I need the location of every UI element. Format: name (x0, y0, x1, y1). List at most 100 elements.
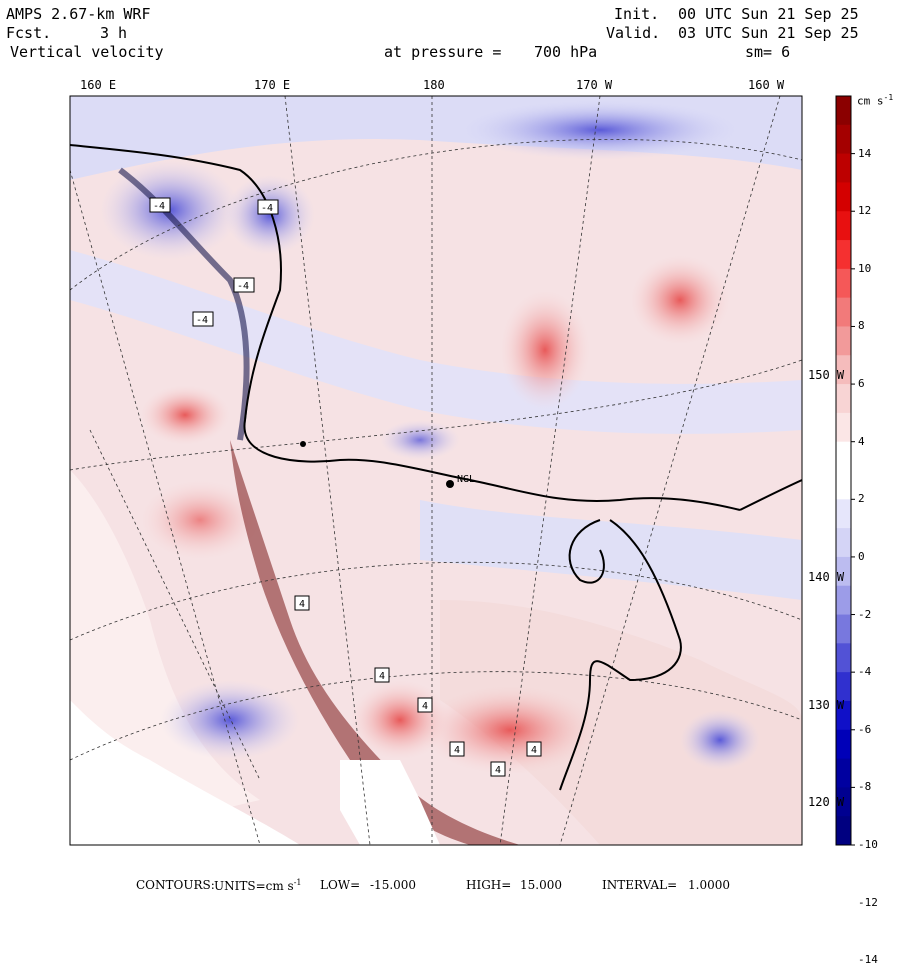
colorbar-swatch (836, 787, 851, 817)
lat-label-130w: 130 W (808, 698, 845, 712)
footer-interval-value: 1.0000 (688, 878, 730, 892)
parallel-south (70, 561, 802, 641)
colorbar-tick-label: -8 (858, 780, 872, 794)
meridian-160w (559, 96, 781, 845)
footer-high-value: 15.000 (520, 878, 562, 892)
lon-label-160e: 160 E (80, 78, 117, 92)
contour-label-text: -4 (196, 315, 208, 326)
level-label: at pressure = (384, 43, 502, 61)
contour-label-text: 4 (299, 599, 305, 610)
colorbar-swatch (836, 297, 851, 327)
colorbar-tick-label: 2 (858, 492, 865, 506)
colorbar-swatch (836, 96, 851, 126)
field-negative-mid (380, 420, 460, 460)
colorbar-swatch (836, 499, 851, 529)
contour-label-box: -4 (233, 277, 255, 293)
smoothing-value: sm= 6 (745, 43, 791, 61)
colorbar-swatch (836, 614, 851, 644)
field-negative-top (460, 100, 740, 160)
footer-interval-label: INTERVAL= (602, 878, 678, 892)
velocity-field (70, 96, 802, 845)
field-positive-center (500, 290, 590, 410)
meridian-160e (70, 169, 261, 845)
colorbar-ticks (851, 153, 855, 846)
contour-label-text: 4 (379, 671, 385, 682)
colorbar-tick-label: -10 (858, 838, 878, 851)
colorbar-tick-label: 6 (858, 377, 865, 391)
field-negative-south (160, 680, 300, 760)
lon-label-180: 180 (423, 78, 445, 92)
contour-label-box: -4 (149, 197, 171, 213)
colorbar-frame (835, 95, 852, 846)
contour-label-text: 4 (495, 765, 501, 776)
contour-label-text: -4 (261, 203, 273, 214)
parallel-mid (70, 359, 802, 471)
colorbar-units-exponent: -1 (883, 93, 894, 102)
parallel-far-south (70, 671, 802, 761)
field-south-east (440, 600, 802, 845)
colorbar-tick-label: 0 (858, 549, 865, 563)
colorbar-tick-label: -12 (858, 895, 878, 909)
parallel-north (70, 138, 802, 291)
field-positive-east (630, 255, 730, 345)
colorbar-tick-label: 14 (858, 146, 872, 160)
meridian-150e (89, 429, 261, 781)
colorbar-swatch (836, 153, 851, 183)
colorbar-swatch (836, 816, 851, 846)
field-name: Vertical velocity (10, 43, 164, 61)
contour-label-box: -4 (257, 199, 279, 215)
contour-label-box: 4 (294, 595, 310, 611)
colorbar-swatch (836, 412, 851, 443)
field-sw-white (70, 700, 300, 845)
map-figure: NGL -4 -4 -4 -4 4 4 4 4 4 4 (69, 95, 855, 846)
field-negative-north (225, 175, 315, 255)
colorbar-swatch (836, 556, 851, 587)
lon-label-160w: 160 W (748, 78, 785, 92)
field-mid-band (70, 250, 802, 434)
colorbar-tick-label: 10 (858, 261, 872, 275)
colorbar-tick-label: -4 (858, 665, 872, 679)
contour-label-box: 4 (374, 667, 390, 683)
colorbar-tick-label: -2 (858, 607, 872, 621)
contour-label-box: 4 (490, 761, 506, 777)
colorbar-swatch (836, 729, 851, 760)
colorbar-swatch (836, 211, 851, 241)
level-value: 700 hPa (534, 43, 598, 61)
colorbar-units-text: cm s (857, 94, 884, 108)
footer-low-value: -15.000 (370, 878, 417, 892)
field-east-band (420, 500, 802, 600)
model-title: AMPS 2.67-km WRF (6, 5, 151, 23)
colorbar-tick-label: -14 (858, 953, 878, 966)
lon-label-170w: 170 W (576, 78, 613, 92)
map-frame (69, 95, 803, 846)
contour-label-box: 4 (526, 741, 542, 757)
valid-label: Valid. (606, 24, 661, 42)
contour-label-box: 4 (417, 697, 433, 713)
colorbar (836, 96, 851, 846)
coastline (70, 144, 802, 791)
footer-units-exponent: -1 (293, 878, 302, 887)
contour-label-text: -4 (237, 281, 249, 292)
forecast-hour: 3 h (100, 24, 128, 42)
init-label: Init. (614, 5, 660, 23)
footer-low-label: LOW= (320, 878, 361, 892)
contour-labels: -4 -4 -4 -4 4 4 4 4 4 4 (149, 197, 542, 777)
footer-high-label: HIGH= (466, 878, 512, 892)
colorbar-swatch (836, 124, 851, 155)
contour-label-text: 4 (531, 745, 537, 756)
contour-label-text: 4 (454, 745, 460, 756)
colorbar-tick-label: 4 (858, 434, 865, 448)
colorbar-swatch (836, 384, 851, 414)
valid-time: 03 UTC Sun 21 Sep 25 (678, 24, 859, 42)
field-positive-south (420, 685, 600, 775)
field-positive-west (140, 385, 230, 445)
contour-label-text: 4 (422, 701, 428, 712)
colorbar-swatch (836, 672, 851, 702)
lat-label-150w: 150 W (808, 368, 845, 382)
graticule (70, 96, 802, 845)
field-land-patch (340, 760, 440, 845)
footer-units: UNITS=cm s-1 (214, 878, 302, 893)
colorbar-swatch (836, 528, 851, 558)
colorbar-swatch (836, 240, 851, 270)
footer-units-text: UNITS=cm s (214, 879, 294, 893)
